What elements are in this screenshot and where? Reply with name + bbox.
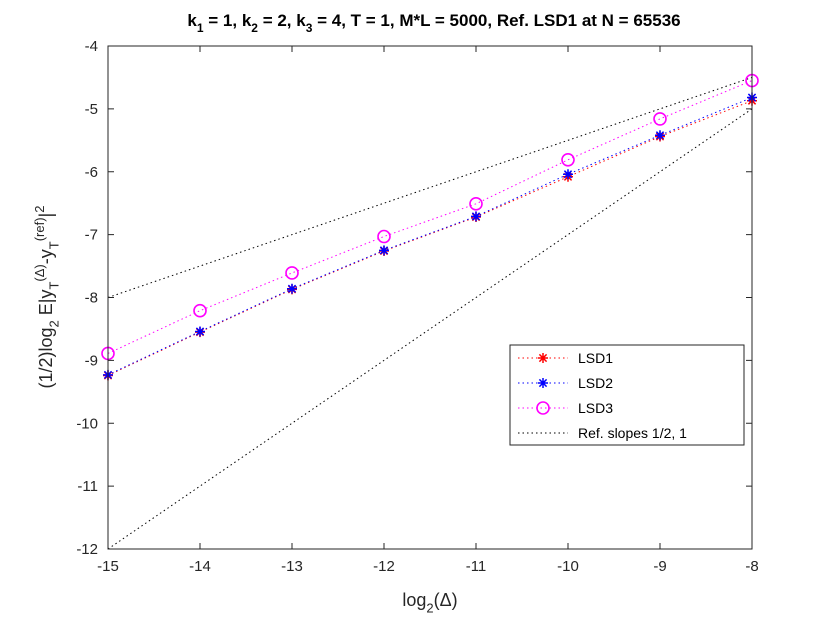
data-point-lsd3 xyxy=(561,153,575,167)
data-point-lsd3 xyxy=(653,112,667,126)
data-point-lsd2-shape xyxy=(287,283,297,294)
y-tick-label: -8 xyxy=(85,290,98,307)
plot-area xyxy=(108,46,752,549)
y-tick-label: -9 xyxy=(85,352,98,369)
legend-marker-lsd2 xyxy=(538,378,548,388)
data-point-lsd3-shape xyxy=(561,153,575,167)
legend-box xyxy=(509,344,745,446)
x-tick-label: -9 xyxy=(653,558,666,575)
series-lines xyxy=(107,80,753,376)
data-point-lsd2 xyxy=(287,283,297,294)
series-line-lsd2 xyxy=(107,97,753,376)
data-point-lsd3-shape xyxy=(653,112,667,126)
data-point-lsd2-shape xyxy=(655,130,665,141)
data-point-lsd3 xyxy=(285,266,299,280)
data-point-lsd2-shape xyxy=(471,211,481,222)
y-tick-label: -12 xyxy=(76,541,98,558)
legend: LSD1 LSD2 LSD3 Ref. slopes 1/2, 1 xyxy=(509,344,745,446)
legend-label-lsd2: LSD2 xyxy=(578,375,613,391)
y-tick-label: -11 xyxy=(77,478,98,495)
data-point-lsd3 xyxy=(193,303,207,318)
data-point-lsd3-shape xyxy=(193,303,207,318)
data-point-lsd2-shape xyxy=(379,245,389,256)
y-tick-label: -4 xyxy=(85,38,98,55)
data-point-lsd2 xyxy=(195,326,205,337)
series-line-lsd3 xyxy=(107,80,753,354)
data-point-lsd2-shape xyxy=(563,169,573,180)
y-tick-label: -5 xyxy=(85,101,98,118)
legend-label-lsd1: LSD1 xyxy=(578,350,613,366)
data-point-lsd2-shape xyxy=(195,326,205,337)
data-point-lsd2 xyxy=(563,169,573,180)
reference-lines xyxy=(107,76,753,550)
data-point-lsd2 xyxy=(655,130,665,141)
legend-marker-lsd3 xyxy=(536,401,550,415)
data-point-lsd3-shape xyxy=(285,266,299,280)
x-tick-label: -13 xyxy=(281,558,303,575)
x-tick-label: -8 xyxy=(745,558,758,575)
legend-marker-lsd1 xyxy=(538,353,548,363)
x-tick-label: -12 xyxy=(373,558,395,575)
x-axis-label: log2(Δ) xyxy=(402,590,457,615)
y-axis-label: (1/2)log2 E|yT(Δ)-yT(ref)|2 xyxy=(32,206,61,389)
y-tick-label: -7 xyxy=(85,227,98,244)
x-tick-label: -11 xyxy=(466,558,487,575)
y-axis-ticks: -12 -11 -10 -9 -8 -7 -6 -5 -4 xyxy=(76,38,752,558)
legend-marker-lsd3-shape xyxy=(536,401,550,415)
legend-label-lsd3: LSD3 xyxy=(578,400,613,416)
data-point-lsd3 xyxy=(377,229,391,244)
data-point-lsd2 xyxy=(471,211,481,222)
x-axis-ticks: -15 -14 -13 -12 -11 -10 -9 -8 xyxy=(97,46,759,575)
x-tick-label: -14 xyxy=(189,558,211,575)
reference-line-slope-1-2 xyxy=(107,76,753,298)
legend-label-ref-slopes-1-2-1: Ref. slopes 1/2, 1 xyxy=(578,425,687,441)
data-point-lsd3 xyxy=(469,197,483,211)
data-point-lsd3-shape xyxy=(377,229,391,244)
data-point-lsd2 xyxy=(379,245,389,256)
x-tick-label: -10 xyxy=(557,558,579,575)
y-tick-label: -6 xyxy=(85,164,98,181)
legend-marker-lsd2-shape xyxy=(538,378,548,388)
data-point-lsd3-shape xyxy=(469,197,483,211)
legend-marker-lsd1-shape xyxy=(538,353,548,363)
x-tick-label: -15 xyxy=(97,558,119,575)
chart-title: k1 = 1, k2 = 2, k3 = 4, T = 1, M*L = 500… xyxy=(187,11,680,35)
series-line-lsd1 xyxy=(107,100,753,376)
y-tick-label: -10 xyxy=(76,415,98,432)
